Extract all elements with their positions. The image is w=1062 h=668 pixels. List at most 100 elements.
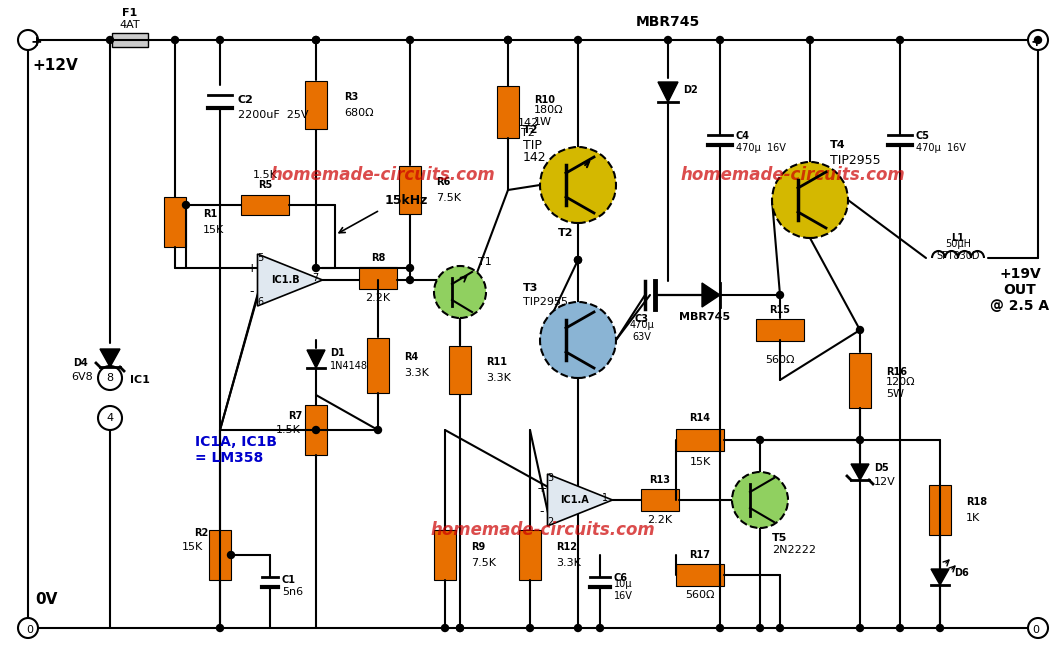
Circle shape xyxy=(312,37,320,43)
Text: 15K: 15K xyxy=(203,225,224,235)
Polygon shape xyxy=(548,474,613,526)
Text: 15K: 15K xyxy=(182,542,203,552)
Circle shape xyxy=(442,625,448,631)
Circle shape xyxy=(732,472,788,528)
Text: 470µ
63V: 470µ 63V xyxy=(630,320,654,342)
Text: R6: R6 xyxy=(436,177,450,187)
Text: T4: T4 xyxy=(830,140,845,150)
Text: 6V8: 6V8 xyxy=(71,372,92,382)
Text: 5: 5 xyxy=(257,253,263,263)
Text: 15K: 15K xyxy=(689,457,710,467)
Text: C2: C2 xyxy=(238,95,254,105)
Circle shape xyxy=(756,436,764,444)
Text: 7: 7 xyxy=(312,273,319,283)
Text: +: + xyxy=(246,261,257,275)
Text: F1: F1 xyxy=(122,8,138,18)
Polygon shape xyxy=(851,464,869,480)
Circle shape xyxy=(457,625,463,631)
Bar xyxy=(112,33,148,47)
Circle shape xyxy=(575,625,582,631)
Circle shape xyxy=(217,37,223,43)
Circle shape xyxy=(575,257,582,263)
Circle shape xyxy=(856,625,863,631)
Text: D1: D1 xyxy=(330,348,345,358)
Text: R10: R10 xyxy=(534,95,555,105)
Text: R5: R5 xyxy=(258,180,272,190)
Text: T2: T2 xyxy=(558,228,573,238)
Text: R18: R18 xyxy=(966,497,987,507)
Text: 4: 4 xyxy=(106,413,114,423)
Bar xyxy=(676,429,724,451)
Text: T2: T2 xyxy=(521,128,535,138)
Bar xyxy=(519,530,541,580)
Bar xyxy=(367,337,389,393)
Circle shape xyxy=(575,37,582,43)
Polygon shape xyxy=(257,254,323,306)
Circle shape xyxy=(183,202,189,208)
Circle shape xyxy=(407,277,413,283)
Circle shape xyxy=(504,37,512,43)
Circle shape xyxy=(18,30,38,50)
Circle shape xyxy=(776,291,784,299)
Text: 12V: 12V xyxy=(874,477,895,487)
Text: +19V
OUT
@ 2.5 A: +19V OUT @ 2.5 A xyxy=(991,267,1049,313)
Text: 1N4148: 1N4148 xyxy=(330,361,369,371)
Text: homemade-circuits.com: homemade-circuits.com xyxy=(430,521,655,539)
Bar xyxy=(497,86,519,138)
Circle shape xyxy=(217,625,223,631)
Circle shape xyxy=(665,37,671,43)
Text: 10µ
16V: 10µ 16V xyxy=(614,579,633,601)
Text: 0: 0 xyxy=(1032,625,1040,635)
Circle shape xyxy=(575,257,582,263)
Bar xyxy=(241,195,289,215)
Text: C6: C6 xyxy=(614,573,628,583)
Text: 2: 2 xyxy=(547,517,553,527)
Text: 470µ  16V: 470µ 16V xyxy=(917,143,965,153)
Bar xyxy=(305,81,327,129)
Text: 1: 1 xyxy=(602,493,609,503)
Circle shape xyxy=(312,37,320,43)
Text: 1.5K: 1.5K xyxy=(276,425,301,435)
Text: 8: 8 xyxy=(106,373,114,383)
Text: +12V: +12V xyxy=(32,57,78,73)
Text: 3.3K: 3.3K xyxy=(486,373,511,383)
Text: C1: C1 xyxy=(282,575,296,585)
Circle shape xyxy=(1028,618,1048,638)
Polygon shape xyxy=(702,283,720,307)
Circle shape xyxy=(776,625,784,631)
Circle shape xyxy=(527,625,533,631)
Text: TIP2955: TIP2955 xyxy=(523,297,568,307)
Circle shape xyxy=(1034,37,1042,43)
Circle shape xyxy=(434,266,486,318)
Circle shape xyxy=(856,327,863,333)
Circle shape xyxy=(937,625,943,631)
Text: 2.2K: 2.2K xyxy=(365,293,391,303)
Text: L1: L1 xyxy=(952,233,964,243)
Text: D5: D5 xyxy=(874,463,889,473)
Text: TIP2955: TIP2955 xyxy=(830,154,880,166)
Circle shape xyxy=(539,147,616,223)
Text: +: + xyxy=(1030,35,1042,49)
Text: 142: 142 xyxy=(523,150,547,164)
Text: 470µ  16V: 470µ 16V xyxy=(736,143,786,153)
Text: TIP: TIP xyxy=(523,138,542,152)
Text: homemade-circuits.com: homemade-circuits.com xyxy=(680,166,905,184)
Text: R2: R2 xyxy=(194,528,208,538)
Text: 680Ω: 680Ω xyxy=(344,108,374,118)
Circle shape xyxy=(171,37,178,43)
Text: R1: R1 xyxy=(203,209,218,219)
Polygon shape xyxy=(931,569,949,585)
Text: IC1A, IC1B
= LM358: IC1A, IC1B = LM358 xyxy=(195,435,277,465)
Circle shape xyxy=(539,302,616,378)
Text: R13: R13 xyxy=(650,475,670,485)
Text: R3: R3 xyxy=(344,92,358,102)
Circle shape xyxy=(457,625,463,631)
Text: 142: 142 xyxy=(517,118,538,128)
Circle shape xyxy=(1028,30,1048,50)
Circle shape xyxy=(806,37,813,43)
Text: 4AT: 4AT xyxy=(120,20,140,30)
Text: 7.5K: 7.5K xyxy=(436,193,461,203)
Bar xyxy=(164,197,186,247)
Circle shape xyxy=(98,406,122,430)
Text: 0V: 0V xyxy=(35,593,57,607)
